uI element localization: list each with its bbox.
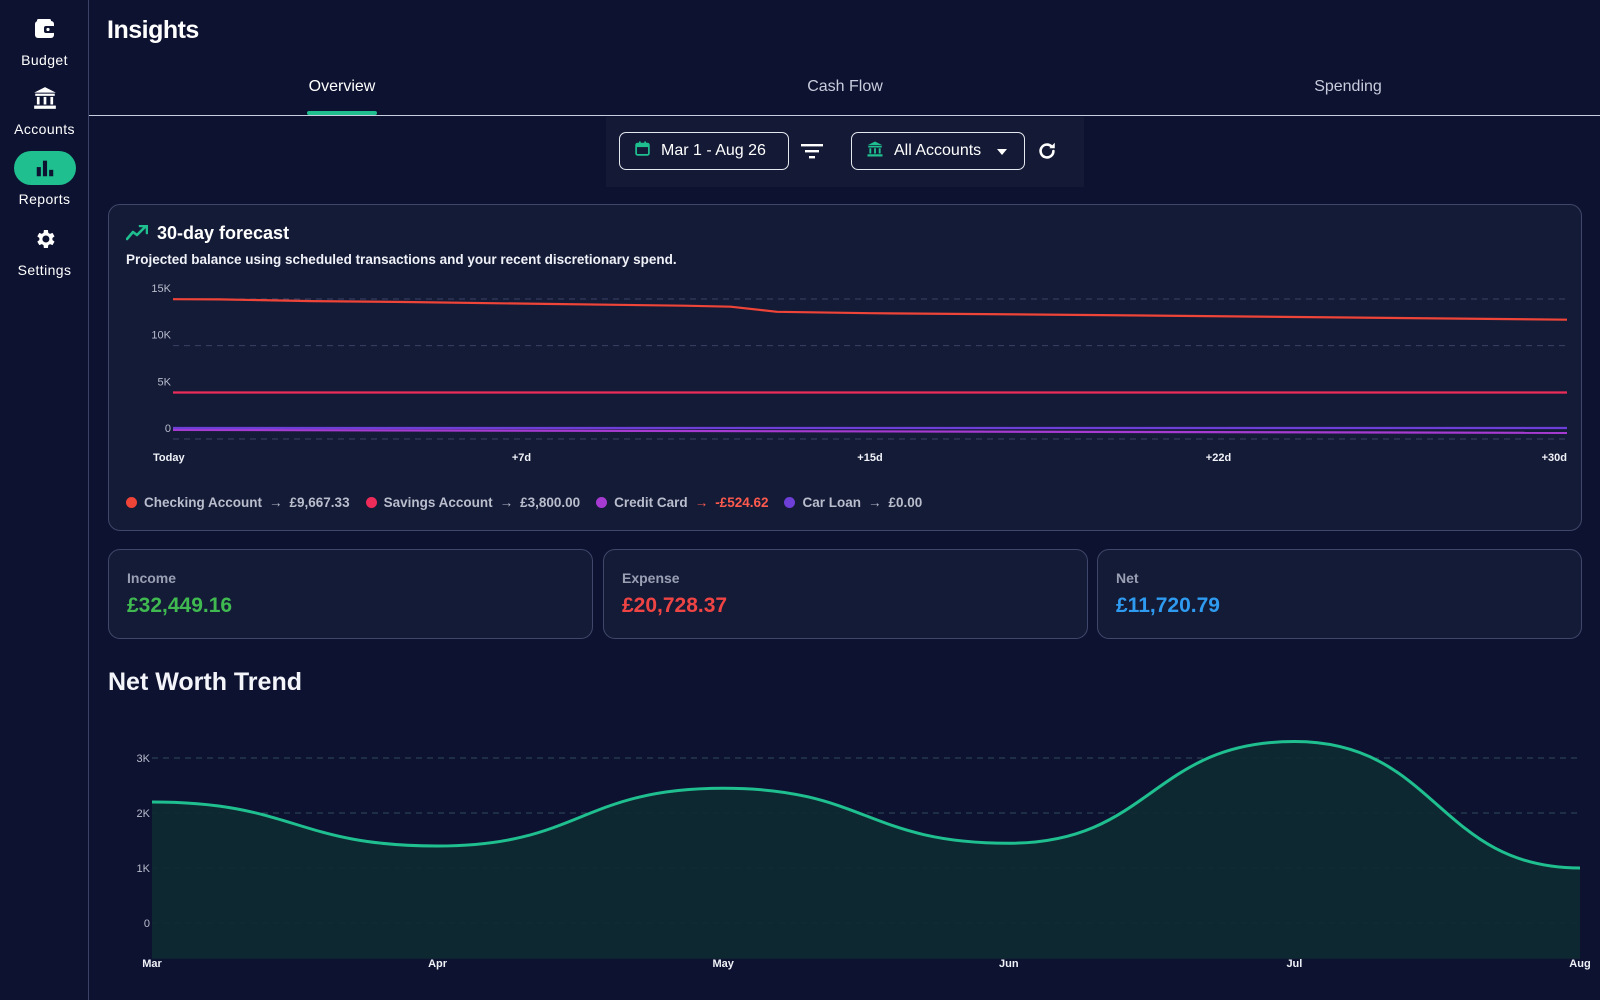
sidebar-item-label: Accounts [14, 121, 75, 137]
forecast-legend: Checking Account → £9,667.33 Savings Acc… [126, 495, 922, 510]
wallet-icon [14, 12, 76, 46]
account-select[interactable]: All Accounts [851, 132, 1025, 170]
expense-value: £20,728.37 [622, 594, 728, 617]
net-value: £11,720.79 [1116, 594, 1220, 617]
arrow-icon: → [269, 495, 283, 510]
sidebar-item-reports[interactable]: Reports [0, 151, 89, 217]
sidebar-item-settings[interactable]: Settings [0, 222, 89, 288]
bank-icon [14, 81, 76, 115]
legend-item-car-loan: Car Loan → £0.00 [784, 495, 922, 510]
y-tick-label: 5K [158, 376, 172, 388]
legend-dot [365, 497, 377, 508]
forecast-title: 30-day forecast [157, 223, 290, 243]
series-line-checking-account [172, 298, 1568, 321]
account-select-value: All Accounts [894, 142, 982, 159]
x-tick-label: +22d [1206, 452, 1231, 464]
tab-overview[interactable]: Overview [308, 78, 376, 95]
x-tick-label: Apr [428, 958, 448, 970]
forecast-card: 30-day forecast Projected balance using … [108, 204, 1582, 531]
y-tick-label: 2K [137, 808, 151, 820]
legend-item-checking: Checking Account → £9,667.33 [126, 495, 350, 510]
legend-item-credit-card: Credit Card → -£524.62 [596, 495, 768, 510]
y-tick-label: 1K [137, 863, 151, 875]
bank-icon [866, 140, 884, 163]
sidebar-item-label: Budget [21, 52, 68, 68]
legend-value: -£524.62 [715, 495, 769, 510]
arrow-icon: → [499, 495, 514, 510]
forecast-subtitle: Projected balance using scheduled transa… [126, 252, 677, 267]
filter-toolbar: Mar 1 - Aug 26 All Accounts [606, 117, 1084, 187]
sidebar-item-accounts[interactable]: Accounts [0, 81, 89, 147]
net-card: Net £11,720.79 [1097, 549, 1582, 639]
sidebar-item-label: Settings [17, 262, 72, 278]
x-tick-label: +30d [1542, 452, 1567, 464]
forecast-chart: 15K 10K 5K 0 Today +7d +15d +22d +30d [151, 283, 1568, 464]
bar-chart-icon [13, 151, 76, 185]
refresh-icon[interactable] [1033, 137, 1061, 165]
date-range-label: Mar 1 - Aug 26 [661, 142, 766, 159]
caret-down-icon [997, 142, 1008, 160]
arrow-icon: → [868, 495, 882, 510]
legend-name: Credit Card [614, 495, 688, 510]
expense-card: Expense £20,728.37 [603, 549, 1088, 639]
series-line-credit-card [172, 428, 1568, 434]
income-label: Income [127, 570, 177, 586]
sidebar: Budget Accounts Reports Settings [0, 0, 89, 1000]
y-tick-label: 0 [165, 423, 171, 435]
y-tick-label: 3K [137, 753, 151, 765]
x-tick-label: Jun [999, 958, 1019, 970]
x-tick-label: Jul [1286, 958, 1302, 970]
legend-name: Checking Account [144, 495, 263, 510]
filter-icon[interactable] [798, 137, 826, 165]
x-tick-label: Today [153, 452, 185, 464]
series-line-net-worth [151, 739, 1581, 870]
legend-value: £9,667.33 [289, 495, 350, 510]
net-worth-chart: 3K 2K 1K 0 Mar Apr May Jun Jul Aug [137, 739, 1591, 970]
legend-value: £3,800.00 [520, 495, 581, 510]
legend-value: £0.00 [888, 495, 923, 510]
net-label: Net [1116, 570, 1139, 586]
active-tab-indicator [307, 111, 377, 115]
calendar-icon [634, 140, 651, 162]
area-fill [152, 741, 1580, 959]
arrow-icon: → [694, 495, 709, 510]
income-card: Income £32,449.16 [108, 549, 593, 639]
x-tick-label: +15d [857, 452, 882, 464]
x-tick-label: Mar [142, 958, 162, 970]
tab-cash-flow[interactable]: Cash Flow [807, 78, 883, 95]
y-tick-label: 10K [151, 330, 171, 342]
x-tick-label: May [712, 958, 734, 970]
sidebar-item-label: Reports [18, 191, 71, 207]
page-title: Insights [107, 16, 199, 44]
expense-label: Expense [622, 570, 680, 586]
income-value: £32,449.16 [127, 594, 233, 617]
legend-name: Savings Account [383, 495, 493, 510]
legend-name: Car Loan [802, 495, 861, 510]
legend-item-savings: Savings Account → £3,800.00 [365, 495, 581, 510]
legend-dot [126, 497, 137, 508]
tab-bar: Overview Cash Flow Spending [89, 66, 1600, 116]
date-range-button[interactable]: Mar 1 - Aug 26 [619, 132, 789, 170]
y-tick-label: 15K [151, 283, 171, 295]
tab-spending[interactable]: Spending [1314, 78, 1382, 95]
legend-dot [784, 497, 796, 508]
legend-dot [596, 497, 608, 508]
trending-up-icon [125, 224, 149, 246]
net-worth-title: Net Worth Trend [108, 668, 302, 696]
gear-icon [14, 222, 76, 256]
x-tick-label: Aug [1569, 958, 1590, 970]
x-tick-label: +7d [512, 452, 531, 464]
y-tick-label: 0 [144, 918, 150, 930]
sidebar-item-budget[interactable]: Budget [0, 12, 89, 78]
